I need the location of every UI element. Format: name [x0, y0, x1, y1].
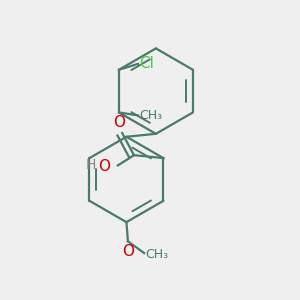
Text: H: H	[85, 158, 96, 172]
Text: O: O	[98, 159, 110, 174]
Text: CH₃: CH₃	[139, 109, 162, 122]
Text: CH₃: CH₃	[146, 248, 169, 261]
Text: Cl: Cl	[139, 56, 154, 71]
Text: O: O	[113, 115, 125, 130]
Text: O: O	[122, 244, 134, 259]
